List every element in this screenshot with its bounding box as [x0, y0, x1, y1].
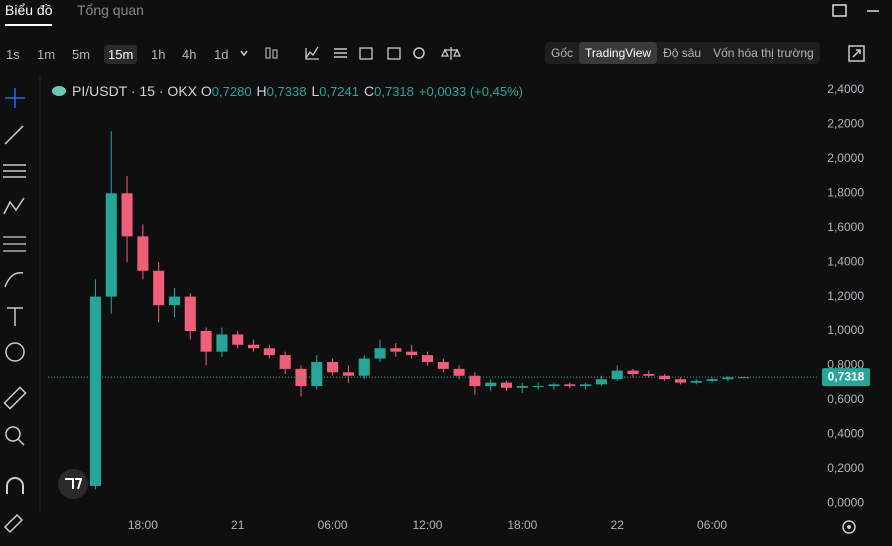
ohlc-key: H [256, 83, 267, 99]
ohlc-value: 0,7280 [211, 84, 252, 99]
candle-body [153, 270, 165, 306]
tv-logo [58, 469, 88, 499]
x-tick-label: 18:00 [507, 518, 537, 532]
y-tick-label: 0,6000 [827, 392, 864, 406]
candle-body [580, 384, 592, 387]
candle-body [469, 375, 481, 387]
interval[interactable]: 4h [182, 47, 197, 62]
candle-body [516, 386, 528, 388]
last-price-box [822, 368, 870, 387]
interval[interactable]: 1m [37, 47, 56, 62]
candle-body [89, 296, 101, 486]
candle-body [674, 379, 686, 383]
view-option[interactable]: Vốn hóa thị trường [713, 46, 814, 60]
ohlc-key: L [311, 83, 320, 99]
candle-body [327, 361, 339, 373]
ohlc-value: 0,7318 [374, 84, 414, 99]
y-tick-label: 1,8000 [827, 185, 864, 199]
drawing-toolbar [3, 88, 27, 534]
chart-legend: PI/USDT · 15 · OKX O0,7280 H0,7338 L0,7241… [52, 83, 528, 99]
y-tick-label: 0,2000 [827, 461, 864, 475]
candle-body [548, 384, 560, 387]
tab[interactable]: Tổng quan [77, 2, 144, 18]
view-option[interactable]: TradingView [579, 42, 658, 64]
candle-body [706, 379, 718, 381]
window-icons [832, 4, 879, 17]
candle-body [137, 236, 149, 271]
x-tick-label: 06:00 [697, 518, 727, 532]
candle-body [232, 334, 244, 345]
ohlc-key: C [364, 83, 375, 99]
candle-body [611, 370, 623, 380]
symbol-logo [52, 86, 66, 96]
fullscreen-icon[interactable] [848, 45, 866, 63]
candle-body [248, 344, 260, 349]
interval[interactable]: 1s [6, 47, 20, 62]
interval[interactable]: 15m [104, 45, 138, 64]
candle-body [690, 380, 702, 383]
ohlc-key: O [200, 83, 212, 99]
candle-body [374, 348, 386, 359]
candle-body [453, 368, 465, 376]
y-tick-label: 0,0000 [827, 495, 864, 509]
interval[interactable]: 1h [151, 47, 166, 62]
y-tick-label: 2,0000 [827, 151, 864, 165]
candle-body [406, 351, 418, 356]
interval[interactable]: 1d [214, 47, 229, 62]
candle-body [722, 377, 734, 380]
candle-body [342, 372, 354, 376]
candle-body [184, 296, 196, 332]
y-tick-label: 1,2000 [827, 289, 864, 303]
x-tick-label: 22 [611, 518, 625, 532]
candle-body [105, 193, 117, 297]
last-price-label: 0,7318 [828, 369, 865, 383]
x-tick-label: 21 [231, 518, 245, 532]
y-tick-label: 0,8000 [827, 358, 864, 372]
view-switch: Gốc TradingView Độ sâu Vốn hóa thị trường [545, 42, 820, 64]
candle-body [659, 375, 671, 380]
ohlc-value: 0,7338 [266, 84, 307, 99]
x-tick-label: 12:00 [412, 518, 442, 532]
ohlc: O0,7280 H0,7338 L0,7241 C0,7318 [201, 83, 419, 99]
ohlc-value: 0,7241 [319, 84, 359, 99]
candle-body [437, 361, 449, 369]
interval[interactable]: 5m [72, 47, 91, 62]
candle-body [279, 355, 291, 369]
candle-body [216, 334, 228, 352]
symbol: PI/USDT · 15 · OKX [72, 83, 197, 99]
toolbar-icons [240, 46, 462, 60]
candle-body [200, 331, 212, 352]
y-tick-label: 1,6000 [827, 220, 864, 234]
candle-body [485, 382, 497, 387]
candle-body [738, 377, 750, 379]
tab[interactable]: Biểu đồ [5, 2, 53, 26]
y-tick-label: 1,0000 [827, 323, 864, 337]
y-tick-label: 1,4000 [827, 254, 864, 268]
view-option[interactable]: Gốc [551, 46, 574, 60]
candle-body [564, 384, 576, 387]
y-tick-label: 2,4000 [827, 82, 864, 96]
x-tick-label: 18:00 [128, 518, 158, 532]
candle-body [595, 379, 607, 385]
x-tick-label: 06:00 [318, 518, 348, 532]
candle-body [168, 296, 181, 306]
change: +0,0033 (+0,45%) [418, 84, 523, 99]
settings-icon[interactable] [840, 518, 858, 536]
candle-body [627, 370, 639, 375]
candle-body [643, 374, 655, 376]
candle-body [390, 348, 402, 352]
candle-body [121, 193, 133, 237]
y-tick-label: 2,2000 [827, 117, 864, 131]
view-option[interactable]: Độ sâu [663, 46, 702, 60]
candle-body [311, 361, 323, 387]
candle-body [421, 355, 433, 362]
candle-body [263, 348, 275, 356]
candle-body [500, 382, 513, 388]
candle-body [358, 358, 370, 376]
y-tick-label: 0,4000 [827, 426, 864, 440]
candle-body [532, 386, 544, 388]
